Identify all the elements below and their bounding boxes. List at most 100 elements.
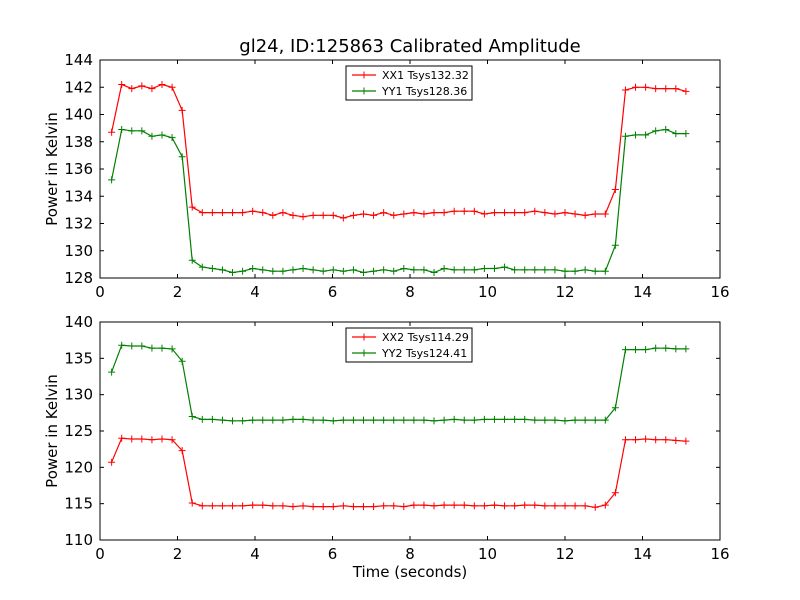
data-point xyxy=(349,416,357,424)
data-point xyxy=(259,501,267,509)
data-point xyxy=(541,266,549,274)
data-point xyxy=(259,416,267,424)
data-point xyxy=(521,209,529,217)
data-point xyxy=(390,267,398,275)
data-point xyxy=(571,210,579,218)
data-point xyxy=(672,85,680,93)
data-point xyxy=(349,266,357,274)
data-point xyxy=(299,264,307,272)
data-point xyxy=(591,267,599,275)
data-point xyxy=(420,210,428,218)
series-line xyxy=(111,128,686,274)
x-tick-label: 10 xyxy=(478,283,497,301)
y-tick-label: 128 xyxy=(64,269,93,287)
data-point xyxy=(299,502,307,510)
data-point xyxy=(178,447,186,455)
data-point xyxy=(128,435,136,443)
data-point xyxy=(430,269,438,277)
data-point xyxy=(299,415,307,423)
data-point xyxy=(460,501,468,509)
data-point xyxy=(591,503,599,511)
data-point xyxy=(239,417,247,425)
data-point xyxy=(652,85,660,93)
data-point xyxy=(380,266,388,274)
y-tick-label: 120 xyxy=(64,458,93,476)
data-point xyxy=(339,214,347,222)
data-point xyxy=(148,132,156,140)
data-point xyxy=(360,210,367,218)
data-point xyxy=(551,210,559,218)
data-point xyxy=(420,501,428,509)
data-point xyxy=(410,501,418,509)
data-point xyxy=(349,211,357,219)
data-point xyxy=(178,357,186,365)
legend-marker xyxy=(360,87,368,95)
data-point xyxy=(279,416,287,424)
data-point xyxy=(360,416,367,424)
data-point xyxy=(511,209,519,217)
data-point xyxy=(269,416,277,424)
legend-entry: XX2 Tsys114.29 xyxy=(382,331,469,344)
data-point xyxy=(480,415,488,423)
data-point xyxy=(561,209,569,217)
data-point xyxy=(601,501,609,509)
x-tick-label: 8 xyxy=(405,545,415,563)
data-point xyxy=(299,213,307,221)
data-point xyxy=(621,132,629,140)
x-tick-label: 14 xyxy=(633,545,652,563)
data-point xyxy=(279,209,287,217)
data-point xyxy=(309,416,317,424)
data-point xyxy=(410,416,418,424)
legend-entry: YY2 Tsys124.41 xyxy=(381,347,467,360)
y-tick-label: 144 xyxy=(64,51,93,69)
data-point xyxy=(682,130,690,138)
data-point xyxy=(279,502,287,510)
data-point xyxy=(329,503,337,511)
data-point xyxy=(229,417,237,425)
data-point xyxy=(551,502,559,510)
y-tick-label: 125 xyxy=(64,422,93,440)
data-point xyxy=(319,211,327,219)
data-point xyxy=(148,85,156,93)
data-point xyxy=(380,416,388,424)
x-tick-label: 10 xyxy=(478,545,497,563)
x-tick-label: 4 xyxy=(250,283,260,301)
top-panel: 0 2 4 6 8 10 12 14 16 128 130 132 134 136 138 140 142 144… xyxy=(43,51,730,301)
data-point xyxy=(501,502,509,510)
data-point xyxy=(450,501,458,509)
data-point xyxy=(138,127,146,135)
data-point xyxy=(400,264,408,272)
x-tick-label: 0 xyxy=(95,283,105,301)
y-tick-label: 115 xyxy=(64,495,93,513)
data-point xyxy=(329,417,337,425)
data-point xyxy=(521,415,529,423)
data-point xyxy=(188,499,196,507)
data-point xyxy=(521,266,529,274)
data-point xyxy=(541,502,549,510)
data-point xyxy=(672,130,680,138)
data-point xyxy=(370,416,378,424)
data-point xyxy=(208,502,216,510)
data-point xyxy=(571,267,579,275)
data-point xyxy=(178,153,186,161)
data-point xyxy=(289,415,297,423)
data-point xyxy=(470,416,478,424)
x-tick-label: 8 xyxy=(405,283,415,301)
data-point xyxy=(611,185,619,193)
x-tick-label: 6 xyxy=(328,545,338,563)
data-point xyxy=(551,266,559,274)
data-point xyxy=(621,346,629,354)
data-point xyxy=(138,342,146,350)
y-tick-label: 138 xyxy=(64,133,93,151)
series-line xyxy=(111,83,687,219)
data-point xyxy=(118,434,126,442)
data-point xyxy=(672,436,680,444)
data-point xyxy=(662,125,670,133)
data-point xyxy=(108,176,116,184)
data-point xyxy=(229,269,237,277)
y-tick-label: 110 xyxy=(64,531,93,549)
data-point xyxy=(188,203,196,211)
data-point xyxy=(380,209,388,217)
data-point xyxy=(480,264,488,272)
data-point xyxy=(400,210,408,218)
